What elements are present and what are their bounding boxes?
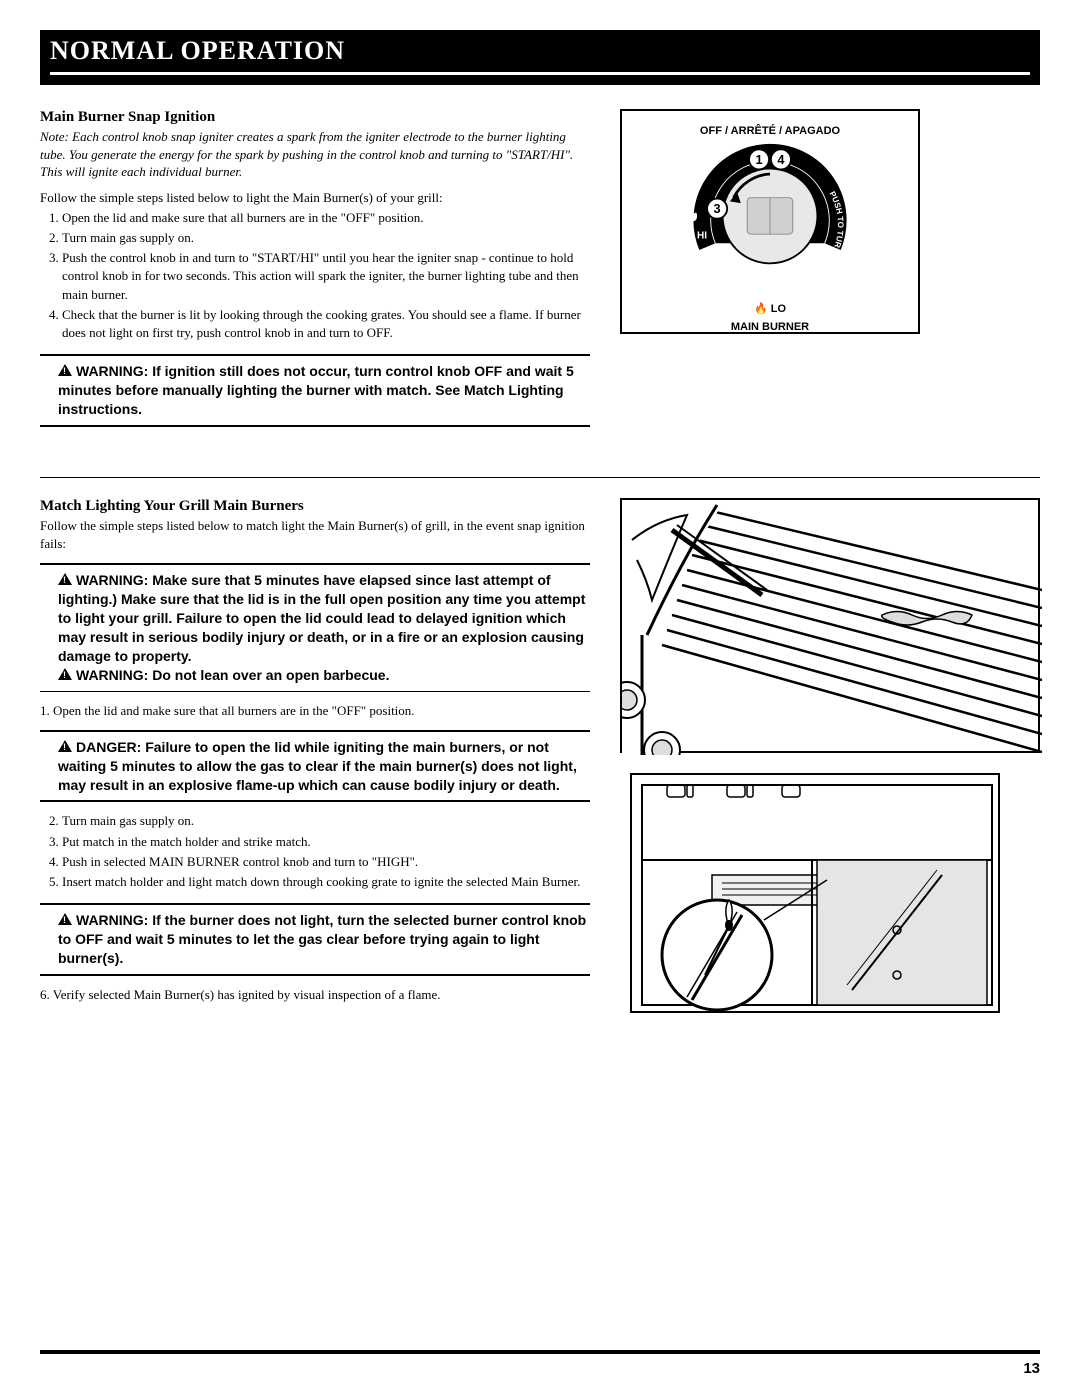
list-item: Check that the burner is lit by looking … [62,306,590,342]
warning-text: WARNING: If the burner does not light, t… [58,912,586,966]
snap-warning: WARNING: If ignition still does not occu… [40,354,590,427]
page-number: 13 [1023,1360,1040,1377]
list-item: Open the lid and make sure that all burn… [62,209,590,227]
warning-icon [58,364,72,376]
snap-heading: Main Burner Snap Ignition [40,109,590,126]
match-figures-column [620,498,1040,1033]
match-step-6: 6. Verify selected Main Burner(s) has ig… [40,986,590,1004]
match-warning-1: WARNING: Make sure that 5 minutes have e… [40,563,590,691]
knob-off-label: OFF / ARRÊTÉ / APAGADO [636,125,904,137]
warning-icon [58,913,72,925]
match-danger: DANGER: Failure to open the lid while ig… [40,730,590,803]
svg-text:HI: HI [697,231,707,242]
knob-lo-label: 🔥 LO [636,302,904,315]
warning-icon [58,573,72,585]
danger-text: DANGER: Failure to open the lid while ig… [58,739,577,793]
snap-text-column: Main Burner Snap Ignition Note: Each con… [40,109,590,437]
svg-text:1: 1 [756,152,763,167]
match-intro: Follow the simple steps listed below to … [40,517,590,553]
match-text-column: Match Lighting Your Grill Main Burners F… [40,498,590,1033]
warning-text: WARNING: Make sure that 5 minutes have e… [58,572,585,664]
match-step-1: 1. Open the lid and make sure that all b… [40,702,590,720]
list-item: Turn main gas supply on. [62,812,590,830]
svg-text:4: 4 [777,152,785,167]
knob-main-label: MAIN BURNER [636,321,904,333]
match-warning-3: WARNING: If the burner does not light, t… [40,903,590,976]
snap-steps-list: Open the lid and make sure that all burn… [40,209,590,342]
list-item: Turn main gas supply on. [62,229,590,247]
warning-icon [58,668,72,680]
warning-text: WARNING: If ignition still does not occu… [58,363,574,417]
knob-figure-column: OFF / ARRÊTÉ / APAGADO 1 4 3 HI PUSH TO … [620,109,1040,437]
grill-grate-figure [620,498,1040,753]
match-holder-figure [630,773,1000,1013]
page-title: NORMAL OPERATION [50,36,1030,75]
page-footer: 13 [40,1350,1040,1377]
section-divider [40,477,1040,478]
list-item: Push in selected MAIN BURNER control kno… [62,853,590,871]
svg-text:3: 3 [714,201,721,216]
list-item: Push the control knob in and turn to "ST… [62,249,590,304]
knob-figure: OFF / ARRÊTÉ / APAGADO 1 4 3 HI PUSH TO … [620,109,920,334]
snap-note: Note: Each control knob snap igniter cre… [40,128,590,181]
snap-intro: Follow the simple steps listed below to … [40,189,590,207]
section-header: NORMAL OPERATION [40,30,1040,89]
list-item: Put match in the match holder and strike… [62,833,590,851]
match-lighting-section: Match Lighting Your Grill Main Burners F… [40,498,1040,1033]
snap-ignition-section: Main Burner Snap Ignition Note: Each con… [40,109,1040,437]
match-heading: Match Lighting Your Grill Main Burners [40,498,590,515]
list-item: Insert match holder and light match down… [62,873,590,891]
match-steps-b: Turn main gas supply on. Put match in th… [40,812,590,891]
warning-text: WARNING: Do not lean over an open barbec… [76,667,389,683]
warning-icon [58,740,72,752]
knob-diagram: 1 4 3 HI PUSH TO TURN [675,143,865,298]
